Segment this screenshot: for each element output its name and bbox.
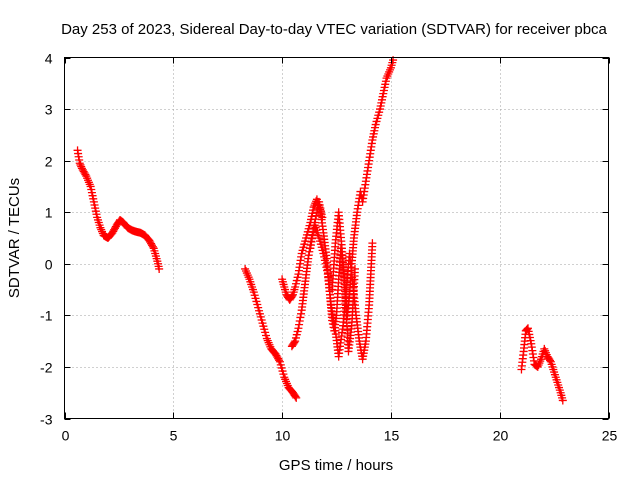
data-point [297, 309, 306, 318]
data-point [295, 320, 304, 329]
data-point [368, 239, 377, 248]
data-point [290, 338, 299, 347]
data-point [292, 393, 301, 402]
chart-title: Day 253 of 2023, Sidereal Day-to-day VTE… [61, 21, 607, 38]
data-point [312, 211, 321, 220]
plot-frame [64, 57, 609, 419]
y-tick-label: 1 [45, 205, 53, 221]
y-tick-label: 4 [45, 51, 53, 67]
data-segment-6 [328, 208, 359, 356]
data-segment-1 [73, 146, 164, 273]
x-tick-label: 15 [384, 428, 400, 444]
data-point [536, 357, 545, 366]
data-point [322, 263, 331, 272]
x-tick-label: 5 [170, 428, 178, 444]
data-point [533, 362, 542, 371]
data-point [320, 256, 329, 265]
data-point [97, 225, 106, 234]
data-point [291, 392, 300, 401]
x-tick-label: 20 [493, 428, 509, 444]
data-point [288, 292, 297, 301]
y-tick-label: -3 [40, 412, 53, 428]
data-point [319, 249, 328, 258]
data-point [98, 227, 107, 236]
data-point [148, 242, 157, 251]
data-point [296, 313, 305, 322]
data-point [350, 264, 359, 273]
data-segment-5 [306, 197, 327, 253]
x-tick-label: 25 [602, 428, 618, 444]
x-axis-label: GPS time / hours [279, 457, 393, 474]
data-markers [73, 56, 567, 405]
data-segment-7 [517, 324, 567, 405]
data-point [540, 344, 549, 353]
data-point [310, 218, 319, 227]
data-point [318, 213, 327, 222]
data-point [81, 170, 90, 179]
y-tick-label: -2 [40, 360, 53, 376]
y-tick-label: 3 [45, 102, 53, 118]
data-point [320, 252, 329, 261]
data-point [534, 360, 543, 369]
data-point [295, 317, 304, 326]
data-point [312, 208, 321, 217]
data-point [541, 346, 550, 355]
data-segment-2 [241, 264, 301, 402]
data-point [541, 348, 550, 357]
data-point [75, 159, 84, 168]
data-point [76, 160, 85, 169]
x-tick-label: 10 [275, 428, 291, 444]
data-point [546, 356, 555, 365]
data-point [321, 259, 330, 268]
data-point [275, 356, 284, 365]
y-axis-label: SDTVAR / TECUs [6, 178, 23, 298]
x-tick-labels: 0 5 10 15 20 25 [62, 428, 618, 444]
y-tick-labels: -3 -2 -1 0 1 2 3 4 [40, 51, 53, 428]
data-point [294, 324, 303, 333]
y-tick-label: 2 [45, 154, 53, 170]
data-point [96, 223, 105, 232]
x-tick-label: 0 [62, 428, 70, 444]
data-point [535, 359, 544, 368]
y-tick-label: 0 [45, 257, 53, 273]
y-tick-label: -1 [40, 308, 53, 324]
data-point [311, 215, 320, 224]
axis-ticks [64, 57, 610, 420]
data-point [323, 266, 332, 275]
data-point [155, 264, 164, 273]
data-point [558, 396, 567, 405]
